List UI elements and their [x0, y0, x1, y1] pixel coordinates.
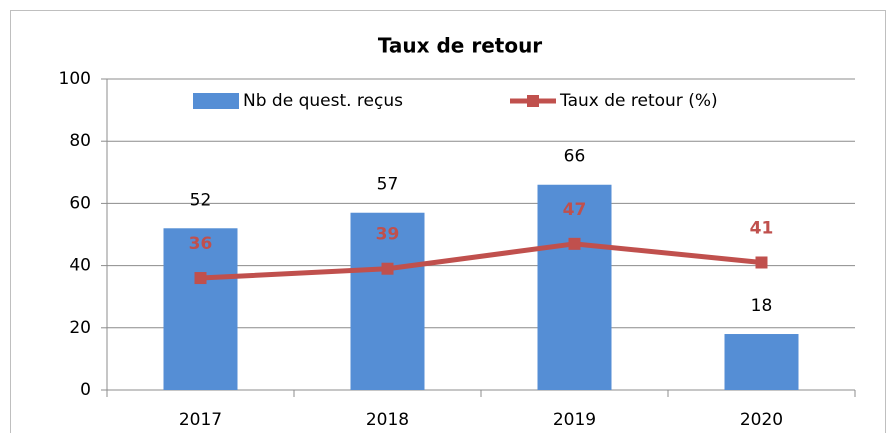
- legend-swatch: [193, 93, 239, 109]
- line-value-label: 47: [563, 200, 587, 220]
- line-value-label: 41: [750, 218, 774, 238]
- bar-value-label: 18: [751, 296, 773, 316]
- y-tick-label: 0: [80, 380, 91, 400]
- x-tick-label: 2020: [740, 410, 783, 430]
- legend-label: Taux de retour (%): [559, 91, 718, 111]
- bar: [350, 212, 425, 390]
- y-tick-label: 20: [69, 318, 91, 338]
- line-marker: [568, 237, 581, 250]
- line-marker: [381, 262, 394, 275]
- y-tick-label: 40: [69, 256, 91, 276]
- line-value-label: 39: [376, 225, 400, 245]
- bar: [724, 334, 799, 390]
- bar: [163, 228, 238, 390]
- legend-label: Nb de quest. reçus: [243, 91, 403, 111]
- line: [200, 241, 762, 281]
- bar: [537, 184, 612, 390]
- x-tick-label: 2017: [179, 410, 222, 430]
- bar-value-label: 57: [377, 175, 399, 195]
- y-tick-label: 100: [59, 69, 91, 89]
- bar-value-label: 66: [564, 147, 586, 167]
- x-tick-label: 2018: [366, 410, 409, 430]
- legend-swatch-marker: [527, 95, 539, 107]
- x-tick-label: 2019: [553, 410, 596, 430]
- chart-title: Taux de retour: [378, 34, 542, 58]
- y-tick-label: 80: [69, 131, 91, 151]
- bar-value-label: 52: [190, 190, 212, 210]
- line-marker: [755, 256, 768, 269]
- line-marker: [194, 272, 207, 285]
- y-tick-label: 60: [69, 193, 91, 213]
- line-value-label: 36: [189, 234, 213, 254]
